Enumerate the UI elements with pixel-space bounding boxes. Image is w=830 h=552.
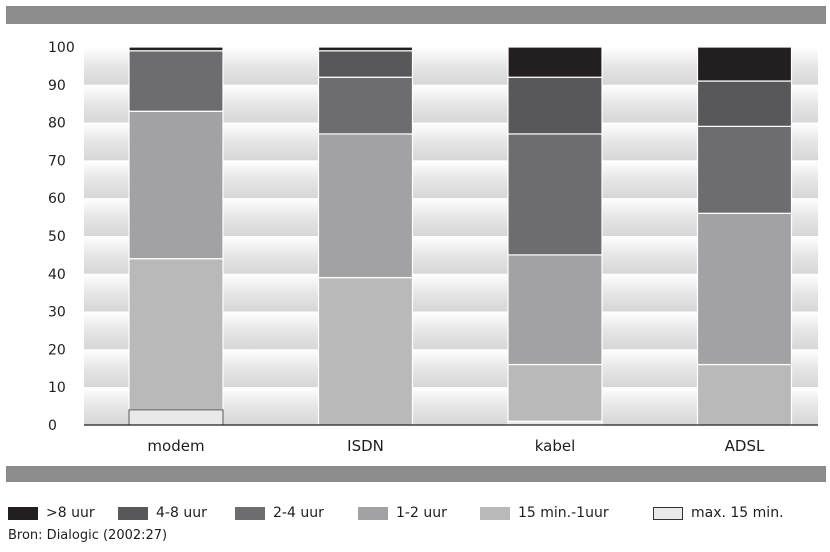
bar-segment — [696, 212, 793, 366]
y-tick-label: 50 — [48, 229, 66, 245]
legend-label: 2-4 uur — [273, 505, 324, 521]
y-tick-label: 70 — [48, 153, 66, 169]
legend-swatch — [653, 506, 683, 520]
bar-segment — [696, 80, 793, 127]
x-axis-labels: modem ISDN kabel ADSL — [147, 437, 765, 455]
y-tick-label: 20 — [48, 342, 66, 358]
bar-segment — [507, 46, 603, 78]
bar-segment — [507, 363, 603, 422]
segment-outline — [128, 409, 224, 425]
legend-item: 4-8 uur — [118, 502, 207, 524]
legend-swatch — [118, 506, 148, 520]
y-tick-label: 80 — [48, 116, 66, 132]
bottom-decorative-band — [6, 466, 826, 482]
legend-label: >8 uur — [46, 505, 95, 521]
bar-stack — [128, 46, 224, 426]
bar-stack — [696, 46, 793, 426]
x-tick-label: ADSL — [725, 437, 765, 455]
legend: >8 uur 4-8 uur 2-4 uur 1-2 uur 15 min.-1uur m… — [8, 502, 826, 524]
legend-swatch — [358, 506, 388, 520]
bar-segment — [317, 133, 414, 279]
x-tick-label: ISDN — [347, 437, 384, 455]
bar-segment — [317, 76, 414, 135]
bar-segment — [507, 133, 603, 256]
bar-segment — [128, 409, 224, 426]
stacked-bar-chart: 0 10 20 30 40 50 60 70 80 90 100 modem ISDN kabel ADS… — [48, 40, 818, 455]
legend-item: >8 uur — [8, 502, 95, 524]
x-tick-label: modem — [147, 437, 204, 455]
bar-segment — [128, 110, 224, 260]
y-tick-label: 30 — [48, 305, 66, 321]
bar-segment — [128, 258, 224, 411]
legend-item: 2-4 uur — [235, 502, 324, 524]
legend-swatch — [235, 506, 265, 520]
legend-item: 1-2 uur — [358, 502, 447, 524]
y-axis-ticks: 0 10 20 30 40 50 60 70 80 90 100 — [48, 40, 75, 434]
y-tick-label: 40 — [48, 267, 66, 283]
legend-label: 15 min.-1uur — [518, 505, 609, 521]
bar-segment — [317, 50, 414, 78]
y-tick-label: 100 — [48, 40, 75, 56]
bar-segment — [696, 363, 793, 426]
bar-segment — [507, 254, 603, 366]
source-note: Bron: Dialogic (2002:27) — [8, 528, 168, 543]
bar-segment — [128, 46, 224, 52]
legend-item: max. 15 min. — [653, 502, 784, 524]
bars — [128, 46, 793, 426]
y-tick-label: 0 — [48, 418, 57, 434]
legend-label: max. 15 min. — [691, 505, 784, 521]
bar-segment — [696, 46, 793, 82]
bar-segment — [317, 276, 414, 426]
y-tick-label: 60 — [48, 191, 66, 207]
top-decorative-band — [6, 6, 826, 24]
y-tick-label: 90 — [48, 78, 66, 94]
bar-stack — [507, 46, 603, 426]
bar-segment — [317, 46, 414, 52]
bar-segment — [128, 50, 224, 112]
bar-segment — [507, 76, 603, 135]
legend-label: 4-8 uur — [156, 505, 207, 521]
legend-swatch — [8, 506, 38, 520]
legend-item: 15 min.-1uur — [480, 502, 609, 524]
x-tick-label: kabel — [535, 437, 576, 455]
bar-segment — [696, 125, 793, 214]
y-tick-label: 10 — [48, 380, 66, 396]
bar-stack — [317, 46, 414, 426]
legend-swatch — [480, 506, 510, 520]
legend-label: 1-2 uur — [396, 505, 447, 521]
